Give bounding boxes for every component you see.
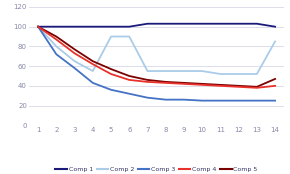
Legend: Comp 1, Comp 2, Comp 3, Comp 4, Comp 5: Comp 1, Comp 2, Comp 3, Comp 4, Comp 5 <box>53 164 260 174</box>
